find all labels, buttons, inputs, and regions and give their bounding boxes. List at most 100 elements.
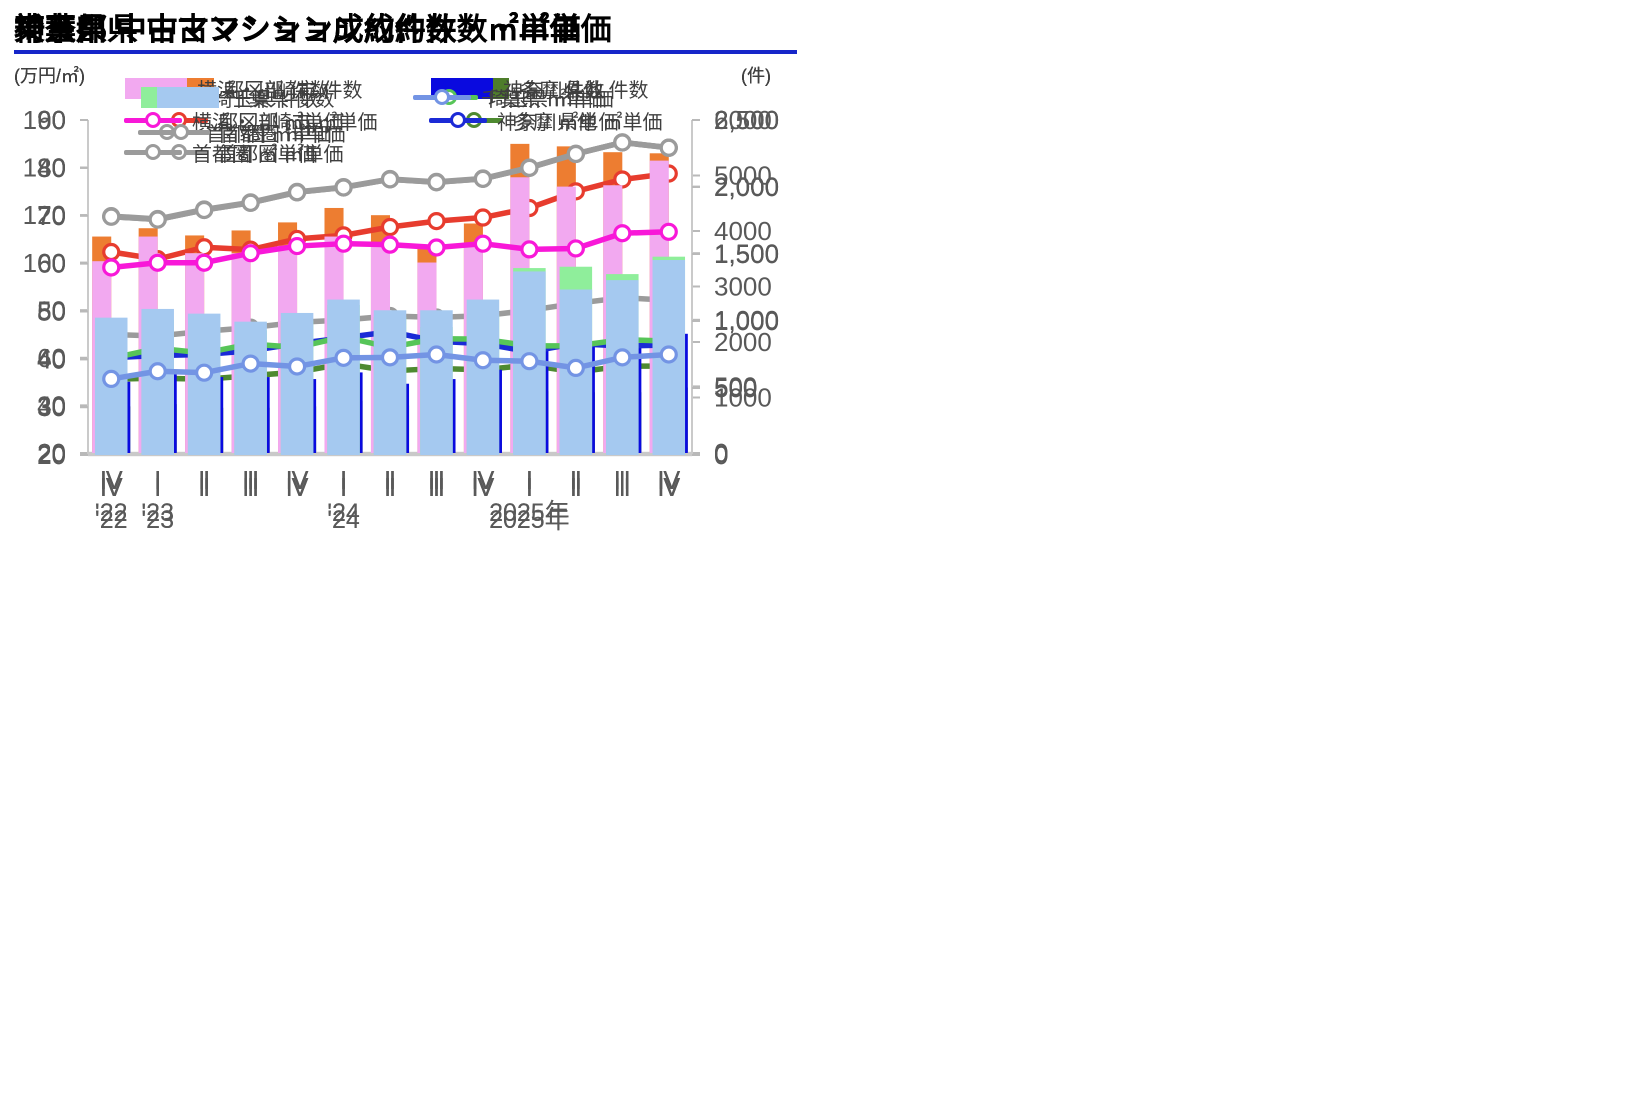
data-point-marker	[473, 351, 493, 370]
x-axis-quarter-label: Ⅰ	[526, 467, 533, 495]
data-point-marker	[473, 169, 493, 188]
x-axis-quarter-label: Ⅰ	[526, 474, 533, 502]
data-point-marker	[287, 357, 307, 376]
x-axis-quarter-label: Ⅳ	[100, 474, 123, 502]
data-point-marker	[148, 362, 167, 381]
x-axis-year-label: '24	[327, 506, 360, 534]
x-axis-quarter-label: Ⅰ	[154, 467, 161, 495]
data-point-marker	[241, 354, 260, 373]
left-axis-tick-label: 30	[37, 392, 66, 422]
left-axis-tick-label: 80	[37, 295, 66, 325]
x-axis-year-label: 2025年	[489, 499, 570, 527]
x-axis-year-label: 2025年	[489, 499, 570, 527]
right-axis-tick-label: 0	[714, 440, 728, 470]
right-axis-tick-label: 4000	[714, 216, 772, 246]
left-axis-tick-label: 80	[37, 153, 66, 183]
right-axis-unit-label: (件)	[741, 66, 771, 86]
data-point-marker	[473, 208, 493, 227]
chart-title: 千葉県 中古マンション成約件数・㎡単価	[14, 12, 581, 47]
data-point-marker	[195, 200, 214, 220]
bar	[327, 299, 360, 455]
data-point-marker	[427, 345, 446, 364]
x-axis-quarter-label: Ⅲ	[428, 474, 445, 502]
chart-title: 東京都 中古マンション成約件数・㎡単価	[14, 12, 581, 47]
data-point-marker	[566, 358, 585, 377]
right-axis-tick-label: 6000	[714, 105, 772, 135]
right-axis-tick-label: 0	[714, 440, 728, 470]
x-axis-quarter-label: Ⅳ	[286, 467, 309, 495]
x-axis-quarter-label: Ⅲ	[428, 467, 445, 495]
data-point-marker	[148, 253, 167, 272]
right-axis-tick-label: 2,500	[714, 105, 779, 135]
x-axis-year-label: '22	[95, 499, 128, 527]
x-axis-quarter-label: Ⅲ	[428, 474, 445, 502]
x-axis-quarter-label: Ⅳ	[286, 467, 309, 495]
right-axis-tick-label: 2,500	[714, 105, 779, 135]
x-axis-year-label: '23	[141, 506, 174, 534]
x-axis-quarter-label: Ⅱ	[570, 474, 582, 502]
x-axis-quarter-label: Ⅲ	[242, 474, 259, 502]
x-axis-quarter-label: Ⅳ	[100, 467, 123, 495]
x-axis-quarter-label: Ⅱ	[198, 467, 210, 495]
data-point-marker	[380, 235, 400, 254]
left-axis-tick-label: 60	[37, 249, 66, 279]
data-point-marker	[287, 236, 307, 256]
x-axis-quarter-label: Ⅲ	[614, 474, 631, 502]
right-axis-tick-label: 1,500	[714, 239, 779, 269]
left-axis-tick-label: 40	[37, 344, 66, 374]
left-axis-tick-label: 90	[37, 105, 66, 135]
chart-panel-chiba: 千葉県 中古マンション成約件数・㎡単価 (万円/㎡) (件) 20 30 40 50 6…	[0, 0, 815, 558]
chart-title: 埼玉県 中古マンション成約件数・㎡単価	[14, 12, 581, 47]
x-axis-quarter-label: Ⅳ	[286, 474, 309, 502]
x-axis-quarter-label: Ⅱ	[384, 474, 396, 502]
left-axis-tick-label: 20	[37, 438, 66, 468]
left-axis-unit-label: (万円/㎡)	[14, 66, 85, 86]
x-axis-year-label: '24	[327, 499, 360, 527]
x-axis-quarter-label: Ⅲ	[614, 467, 631, 495]
data-point-marker	[195, 363, 214, 382]
x-axis-quarter-label: Ⅰ	[526, 467, 533, 495]
bar	[187, 313, 221, 455]
data-point-marker	[520, 240, 539, 259]
left-axis-tick-label: 120	[23, 200, 66, 230]
left-axis-tick-label: 100	[23, 248, 66, 278]
x-axis-quarter-label: Ⅱ	[198, 474, 210, 502]
left-axis-tick-label: 40	[37, 391, 66, 421]
left-axis-tick-label: 70	[37, 201, 66, 231]
left-axis-tick-label: 40	[37, 343, 66, 373]
right-axis-tick-label: 1,500	[714, 238, 779, 268]
x-axis-quarter-label: Ⅱ	[198, 474, 210, 502]
right-axis-tick-label: 1,000	[714, 305, 779, 335]
x-axis-year-label: '24	[327, 506, 360, 534]
data-point-marker	[613, 348, 632, 367]
left-axis-tick-label: 90	[37, 105, 66, 135]
left-axis-tick-label: 50	[37, 295, 66, 325]
x-axis-quarter-label: Ⅱ	[570, 474, 582, 502]
bar	[373, 310, 407, 455]
x-axis-year-label: '24	[327, 499, 360, 527]
right-axis-unit-label: (件)	[741, 66, 771, 86]
left-axis-unit-label: (万円/㎡)	[14, 66, 85, 86]
left-axis-tick-label: 160	[23, 105, 66, 135]
x-axis-quarter-label: Ⅲ	[428, 467, 445, 495]
x-axis-quarter-label: Ⅲ	[242, 467, 259, 495]
x-axis-quarter-label: Ⅳ	[657, 474, 680, 502]
data-point-marker	[334, 234, 353, 253]
x-axis-quarter-label: Ⅳ	[471, 474, 494, 502]
left-axis-unit-label: (万円/㎡)	[14, 66, 85, 86]
right-axis-tick-label: 1,000	[714, 306, 779, 336]
x-axis-quarter-label: Ⅰ	[154, 474, 161, 502]
x-axis-quarter-label: Ⅱ	[384, 474, 396, 502]
right-axis-tick-label: 5000	[714, 161, 772, 191]
right-axis-tick-label: 3000	[714, 272, 772, 302]
left-axis-tick-label: 50	[37, 297, 66, 327]
x-axis-year-label: '22	[95, 499, 128, 527]
x-axis-quarter-label: Ⅰ	[340, 474, 347, 502]
data-point-marker	[334, 178, 353, 197]
x-axis-year-label: '22	[95, 506, 128, 534]
x-axis-quarter-label: Ⅳ	[471, 467, 494, 495]
left-axis-tick-label: 50	[37, 297, 66, 327]
x-axis-quarter-label: Ⅳ	[657, 467, 680, 495]
left-axis-tick-label: 70	[37, 201, 66, 231]
